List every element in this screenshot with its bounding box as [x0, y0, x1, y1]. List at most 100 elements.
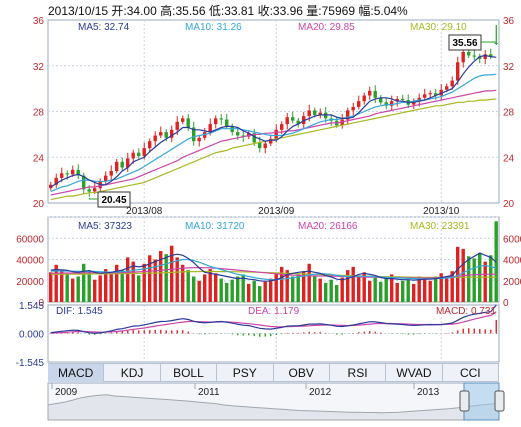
volume-bar [93, 279, 97, 302]
volume-legend-ma30: MA30: 23391 [410, 221, 470, 232]
tab-psy[interactable]: PSY [217, 364, 274, 382]
volume-bar [71, 278, 75, 302]
price-tick-right: 24 [503, 153, 515, 164]
volume-bar [192, 276, 196, 302]
candle-body [346, 110, 350, 120]
candle-body [258, 142, 262, 149]
candle-body [71, 169, 75, 175]
volume-bar [225, 282, 229, 302]
candle-body [274, 129, 278, 139]
tab-wvad[interactable]: WVAD [386, 364, 443, 382]
candle-body [170, 129, 174, 138]
volume-bar [186, 270, 190, 302]
candle-body [357, 101, 361, 107]
volume-bar [60, 270, 64, 302]
candle-body [87, 189, 91, 192]
month-tick-label: 2013/09 [258, 206, 295, 217]
volume-legend-ma10: MA10: 31720 [185, 221, 245, 232]
overview-left-handle[interactable] [459, 390, 470, 412]
volume-tick-right: 60000 [503, 234, 521, 245]
volume-bar [412, 283, 416, 302]
candle-body [192, 127, 196, 142]
volume-bar [428, 280, 432, 303]
quote-header: 2013/10/15 开:34.00 高:35.56 低:33.81 收:33.… [48, 2, 408, 19]
quote-date: 2013/10/15 [48, 4, 109, 18]
candle-body [126, 158, 130, 168]
volume-bar [439, 273, 443, 302]
candle-body [225, 119, 229, 127]
tab-cci[interactable]: CCI [443, 364, 499, 382]
volume-bar [423, 278, 427, 302]
candle-body [197, 137, 201, 142]
macd-legend-macd: MACD: 0.731 [436, 306, 496, 317]
candle-body [313, 110, 317, 115]
volume-label: 量: [306, 4, 322, 18]
tab-macd[interactable]: MACD [48, 364, 105, 382]
volume-bar [269, 278, 273, 302]
open-label: 开: [111, 4, 127, 18]
change-value: 5.04% [373, 4, 408, 18]
volume-tick-left: 40000 [16, 256, 44, 267]
tab-boll[interactable]: BOLL [161, 364, 218, 382]
volume-bar [137, 275, 141, 302]
volume-bar [153, 259, 157, 302]
candle-body [142, 148, 146, 157]
volume-bar [65, 274, 69, 302]
candle-body [489, 54, 493, 57]
price-legend-ma20: MA20: 29.85 [298, 22, 355, 33]
candle-body [368, 90, 372, 96]
candle-body [148, 141, 152, 149]
high-annotation-leader [481, 25, 497, 43]
candle-body [494, 42, 498, 44]
volume-bar [329, 279, 333, 302]
candle-body [445, 86, 449, 90]
overview-right-handle[interactable] [494, 390, 505, 412]
volume-bar [406, 279, 410, 302]
volume-bar [318, 278, 322, 302]
high-value: 35.56 [175, 4, 206, 18]
low-annotation-label: 20.45 [101, 195, 126, 206]
volume-bar [236, 276, 240, 302]
volume-tick-right: 40000 [503, 256, 521, 267]
candle-body [428, 93, 432, 95]
candle-body [434, 93, 438, 96]
price-legend-ma5: MA5: 32.74 [78, 22, 130, 33]
candle-body [159, 132, 163, 136]
price-tick-right: 36 [503, 16, 515, 27]
tab-obv[interactable]: OBV [274, 364, 330, 382]
volume-bar [115, 264, 119, 302]
price-tick-left: 32 [33, 62, 45, 73]
candle-body [461, 52, 465, 63]
low-annotation-leader [88, 197, 98, 200]
volume-bar [450, 271, 454, 302]
volume-ma5-line [50, 252, 497, 282]
volume-bar [483, 261, 487, 302]
candle-body [401, 98, 405, 100]
volume-bar [434, 276, 438, 302]
candle-body [164, 132, 168, 138]
overview-year-label: 2013 [417, 387, 440, 398]
volume-bar [324, 282, 328, 302]
volume-bar [335, 285, 339, 302]
volume-bar [456, 246, 460, 303]
overview-area [47, 394, 500, 421]
volume-bar [445, 277, 449, 302]
candle-body [450, 80, 454, 87]
candle-body [285, 117, 289, 125]
tab-kdj[interactable]: KDJ [104, 364, 161, 382]
price-ma20-line [50, 89, 497, 196]
volume-bar [280, 266, 284, 302]
price-tick-right: 20 [503, 199, 515, 210]
candle-body [351, 106, 355, 111]
macd-tick-label: -1.545 [16, 358, 45, 369]
macd-tick-label: 1.545 [19, 301, 44, 312]
volume-bar [384, 278, 388, 302]
volume-bar [357, 275, 361, 302]
candle-body [362, 95, 366, 102]
tab-rsi[interactable]: RSI [330, 364, 387, 382]
candle-body [82, 175, 86, 190]
volume-bar [373, 277, 377, 302]
volume-bar [164, 254, 168, 302]
low-value: 33.81 [224, 4, 255, 18]
